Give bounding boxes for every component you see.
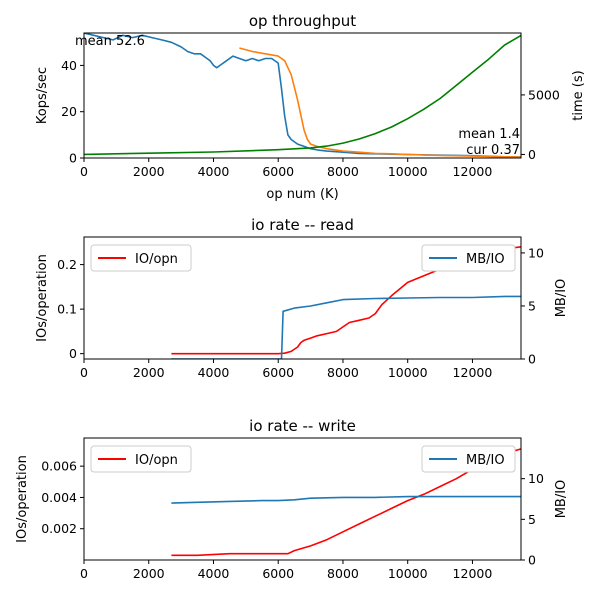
panel-3-y-tick-label: 0.002 xyxy=(41,521,77,536)
panel-3-x-tick-label: 10000 xyxy=(388,566,428,581)
panel-1-x-tick-label: 12000 xyxy=(453,164,493,179)
panel-3-legend-right xyxy=(421,445,516,473)
panel-2-x-tick-label: 2000 xyxy=(133,365,165,380)
panel-2-y-label: IOs/operation xyxy=(35,254,50,342)
panel-1-title: op throughput xyxy=(249,12,356,30)
panel-1-x-tick-label: 2000 xyxy=(133,164,165,179)
panel-2-x-tick-label: 6000 xyxy=(262,365,294,380)
panel-3-series-mb-io xyxy=(171,495,521,504)
panel-3-x-tick-label: 6000 xyxy=(262,566,294,581)
panel-3-frame xyxy=(83,437,522,561)
panel-2-legend-left xyxy=(90,244,192,272)
panel-1-x-tick-label: 0 xyxy=(80,164,88,179)
panel-2-y-tick-label: 0.2 xyxy=(57,257,77,272)
panel-3-legend-left xyxy=(90,445,192,473)
panel-2-frame xyxy=(83,236,522,360)
panel-2-series-mb-io xyxy=(171,295,521,359)
panel-3-x-tick-label: 4000 xyxy=(198,566,230,581)
panel-3-y-right-tick-label: 10 xyxy=(528,471,544,486)
panel-3-x-tick-label: 0 xyxy=(80,566,88,581)
panel-3-legend-left-label: IO/opn xyxy=(135,453,178,468)
panel-3-x-tick-label: 12000 xyxy=(453,566,493,581)
panel-3-x-tick-label: 2000 xyxy=(133,566,165,581)
panel-1-annotation: cur 0.37 xyxy=(466,143,520,158)
panel-3-y-right-tick-label: 5 xyxy=(528,512,536,527)
panel-1-y-label: Kops/sec xyxy=(35,67,50,124)
panel-2-y-tick-label: 0 xyxy=(69,346,77,361)
panel-1-y-right-tick-label: 5000 xyxy=(528,87,560,102)
panel-1-frame xyxy=(83,32,522,159)
panel-1-y-right-label: time (s) xyxy=(571,70,586,120)
panel-3-y-label: IOs/operation xyxy=(15,455,30,543)
panel-2-legend-right-label: MB/IO xyxy=(466,252,505,267)
panel-1-x-tick-label: 8000 xyxy=(327,164,359,179)
panel-1-y-right-tick-label: 0 xyxy=(528,147,536,162)
panel-1-series-line-2 xyxy=(239,47,521,158)
panel-1-series-line-3 xyxy=(84,34,521,156)
panel-3-y-tick-label: 0.004 xyxy=(41,490,77,505)
panel-2-x-tick-label: 8000 xyxy=(327,365,359,380)
panel-2-y-right-tick-label: 10 xyxy=(528,245,544,260)
panel-3-legend-right-label: MB/IO xyxy=(466,453,505,468)
panel-2-x-tick-label: 4000 xyxy=(198,365,230,380)
panel-2-y-right-tick-label: 5 xyxy=(528,298,536,313)
panel-1-y-tick-label: 0 xyxy=(69,151,77,166)
panel-1-annotation: mean 52.6 xyxy=(75,34,145,49)
panel-2-legend-left-label: IO/opn xyxy=(135,252,178,267)
panel-2-x-tick-label: 0 xyxy=(80,365,88,380)
panel-2-y-right-tick-label: 0 xyxy=(528,352,536,367)
panel-2-x-tick-label: 10000 xyxy=(388,365,428,380)
panel-1-x-tick-label: 6000 xyxy=(262,164,294,179)
panel-3-y-right-label: MB/IO xyxy=(554,480,569,519)
panel-2-title: io rate -- read xyxy=(251,216,354,234)
panel-3-y-tick-label: 0.006 xyxy=(41,459,77,474)
panel-1-series-line-1 xyxy=(84,33,521,158)
panel-2-legend-right xyxy=(421,244,516,272)
panel-1-y-tick-label: 40 xyxy=(61,58,77,73)
panel-2-y-right-label: MB/IO xyxy=(554,279,569,318)
panel-1-y-tick-label: 20 xyxy=(61,104,77,119)
panel-1-x-tick-label: 10000 xyxy=(388,164,428,179)
panel-2-y-tick-label: 0.1 xyxy=(57,302,77,317)
panel-3-title: io rate -- write xyxy=(249,417,356,435)
panel-2-x-tick-label: 12000 xyxy=(453,365,493,380)
panel-1-x-label: op num (K) xyxy=(266,187,338,202)
panel-3-y-right-tick-label: 0 xyxy=(528,553,536,568)
panel-3-x-tick-label: 8000 xyxy=(327,566,359,581)
panel-1-x-tick-label: 4000 xyxy=(198,164,230,179)
panel-1-annotation: mean 1.4 xyxy=(458,127,520,142)
